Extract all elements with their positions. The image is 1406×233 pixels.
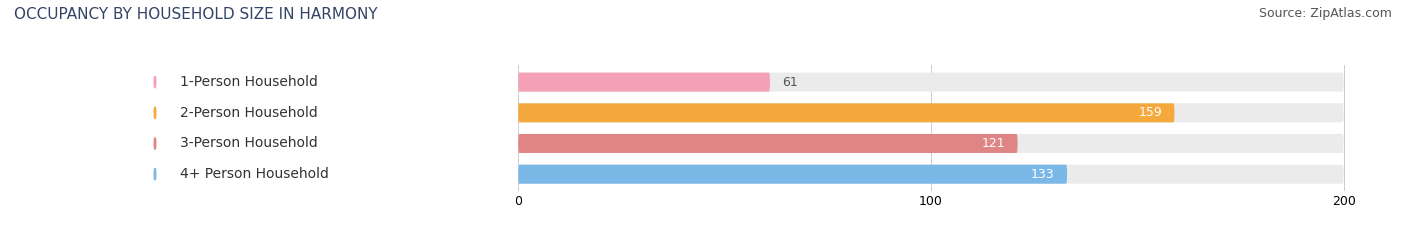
FancyBboxPatch shape bbox=[519, 103, 1174, 122]
Text: 133: 133 bbox=[1031, 168, 1054, 181]
Text: 2-Person Household: 2-Person Household bbox=[180, 106, 318, 120]
FancyBboxPatch shape bbox=[138, 105, 510, 120]
Text: 61: 61 bbox=[782, 76, 799, 89]
FancyBboxPatch shape bbox=[519, 73, 770, 92]
Text: 1-Person Household: 1-Person Household bbox=[180, 75, 318, 89]
Text: 3-Person Household: 3-Person Household bbox=[180, 137, 318, 151]
FancyBboxPatch shape bbox=[138, 167, 510, 182]
Circle shape bbox=[155, 138, 156, 149]
FancyBboxPatch shape bbox=[519, 103, 1344, 122]
Text: Source: ZipAtlas.com: Source: ZipAtlas.com bbox=[1258, 7, 1392, 20]
FancyBboxPatch shape bbox=[138, 136, 510, 151]
Text: OCCUPANCY BY HOUSEHOLD SIZE IN HARMONY: OCCUPANCY BY HOUSEHOLD SIZE IN HARMONY bbox=[14, 7, 378, 22]
Text: 121: 121 bbox=[981, 137, 1005, 150]
Text: 159: 159 bbox=[1139, 106, 1161, 119]
Text: 4+ Person Household: 4+ Person Household bbox=[180, 167, 329, 181]
Circle shape bbox=[155, 76, 156, 88]
Circle shape bbox=[155, 107, 156, 119]
FancyBboxPatch shape bbox=[138, 75, 510, 90]
FancyBboxPatch shape bbox=[519, 134, 1344, 153]
FancyBboxPatch shape bbox=[519, 73, 1344, 92]
FancyBboxPatch shape bbox=[519, 165, 1344, 184]
Circle shape bbox=[155, 168, 156, 180]
FancyBboxPatch shape bbox=[519, 165, 1067, 184]
FancyBboxPatch shape bbox=[519, 134, 1018, 153]
